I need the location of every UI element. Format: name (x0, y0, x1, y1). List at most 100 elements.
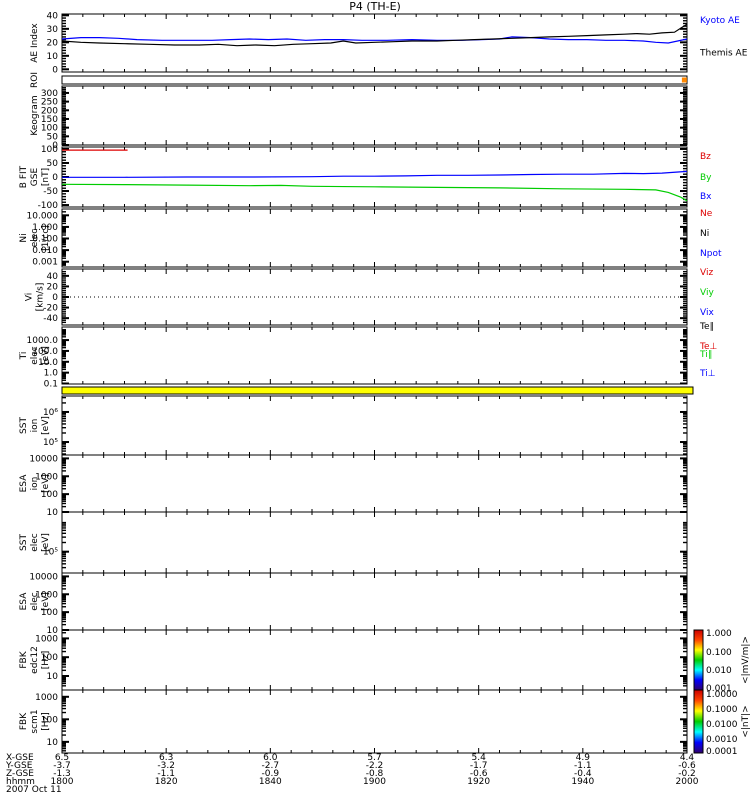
panel-ylabel: [km/s] (36, 283, 46, 312)
panel-ylabel: FBK (19, 712, 29, 730)
panel-sst_ion (61, 395, 688, 456)
panel-sst_elec (61, 511, 688, 574)
ytick-label: 20 (47, 282, 59, 292)
panel-ti (61, 326, 688, 385)
series-label: Ti⊥ (699, 369, 716, 379)
ytick-label: 10 (47, 738, 59, 748)
panel-esa_elec (61, 572, 688, 631)
footer-value-hhmm: 2000 (676, 777, 699, 787)
panel-ylabel: [nT] (41, 168, 51, 186)
series-label: Viy (700, 288, 714, 298)
ytick-label: 1000 (35, 472, 58, 482)
panel-ylabel: edc12 (30, 646, 40, 674)
panel-ylabel: Keogram (30, 95, 40, 135)
panel-fbk2 (61, 689, 688, 754)
series-themis-ae (61, 23, 688, 47)
ytick-label: 100 (41, 490, 58, 500)
series-label: Viz (700, 268, 713, 278)
panel-ylabel: [eV] (41, 474, 51, 493)
ytick-label: 1.000 (32, 223, 58, 233)
ytick-label: 10 (47, 626, 59, 636)
panel-ae (61, 13, 688, 73)
colorbar (693, 689, 704, 754)
footer-value-x_gse: 6.0 (263, 753, 278, 763)
series-label: Themis AE (699, 48, 748, 58)
panel-ylabel: ion (30, 477, 40, 491)
panel-ylabel: [eV] (41, 592, 51, 611)
panel-ylabel: FBK (19, 650, 29, 668)
colorbar-label: 0.0001 (706, 747, 738, 757)
ytick-label: 200 (41, 106, 58, 116)
panel-ylabel: [eV] (41, 416, 51, 435)
footer-value-z_gse: -1.1 (157, 769, 175, 779)
panel-ylabel: SST (19, 417, 29, 434)
ytick-label: 0.100 (32, 235, 58, 245)
ytick-label: 100 (41, 608, 58, 618)
panel-ylabel: [Hz] (41, 651, 51, 670)
panel-ylabel: ion (30, 419, 40, 433)
panel-keogram (61, 85, 688, 146)
footer-value-y_gse: -1.7 (470, 761, 488, 771)
ytick-label: 250 (41, 98, 58, 108)
series-label: Vix (700, 308, 714, 318)
panel-ylabel: ROI (30, 72, 40, 88)
ytick-label: 10.0 (38, 358, 58, 368)
footer-row-label: X-GSE (6, 753, 34, 763)
ytick-label: 100 (41, 145, 58, 155)
footer-row-label: Y-GSE (5, 761, 33, 771)
series-by (61, 183, 688, 202)
ytick-label: 0 (52, 173, 58, 183)
series-label: Te∥ (699, 322, 714, 332)
panel-esa_ion (61, 454, 688, 513)
series-label: Ni (700, 229, 709, 239)
ytick-label: 40 (47, 272, 59, 282)
footer-value-x_gse: 4.9 (576, 753, 591, 763)
series-label: By (700, 173, 712, 183)
panel-ylabel: scm1 (30, 709, 40, 733)
ytick-label: 10000 (29, 454, 58, 464)
footer-value-y_gse: -2.7 (262, 761, 280, 771)
footer-value-x_gse: 5.7 (367, 753, 381, 763)
ytick-label: 10.000 (27, 211, 59, 221)
panel-ylabel: Ni (19, 233, 29, 242)
panel-ylabel: [Hz] (41, 712, 51, 731)
footer-value-x_gse: 6.5 (55, 753, 69, 763)
ytick-label: 100 (41, 715, 58, 725)
footer-value-hhmm: 1820 (155, 777, 178, 787)
panel-ylabel: ESA (19, 592, 29, 611)
ytick-label: 1000.0 (27, 336, 59, 346)
series-label: Ne (700, 209, 713, 219)
colorbar-unit: <|mV/m|> (741, 636, 750, 684)
ytick-label: 30 (47, 25, 59, 35)
ytick-label: 10⁶ (43, 408, 58, 418)
ytick-label: 50 (47, 132, 59, 142)
ytick-label: 100 (41, 653, 58, 663)
ytick-label: 0 (52, 141, 58, 151)
panel-ylabel: [eV] (41, 533, 51, 552)
footer-value-x_gse: 4.4 (680, 753, 695, 763)
ytick-label: 10 (47, 672, 59, 682)
series-bx (62, 170, 688, 178)
footer-value-z_gse: -0.8 (366, 769, 384, 779)
footer-value-y_gse: -1.1 (574, 761, 592, 771)
ytick-label: -100 (38, 201, 59, 211)
ytick-label: 50 (47, 159, 59, 169)
footer-value-y_gse: -3.2 (157, 761, 175, 771)
panel-fbk1 (61, 629, 688, 691)
colorbar-label: 0.0010 (706, 735, 738, 745)
ytick-label: 1000 (35, 590, 58, 600)
colorbar-label: 0.1000 (706, 705, 738, 715)
panel-ylabel: elec (30, 229, 40, 248)
colorbar-label: 0.010 (706, 666, 732, 676)
panel-ylabel: [eV] (41, 346, 51, 365)
colorbar-label: 0.0100 (706, 720, 738, 730)
series-label: Npot (700, 249, 722, 259)
panel-ylabel: SST (19, 534, 29, 551)
panel-ylabel: AE Index (30, 23, 40, 63)
plot-title: P4 (TH-E) (349, 0, 401, 13)
roi-marker (681, 77, 687, 83)
colorbar-label: 1.000 (706, 629, 732, 639)
footer-value-hhmm: 1800 (51, 777, 74, 787)
ytick-label: 10 (47, 508, 59, 518)
